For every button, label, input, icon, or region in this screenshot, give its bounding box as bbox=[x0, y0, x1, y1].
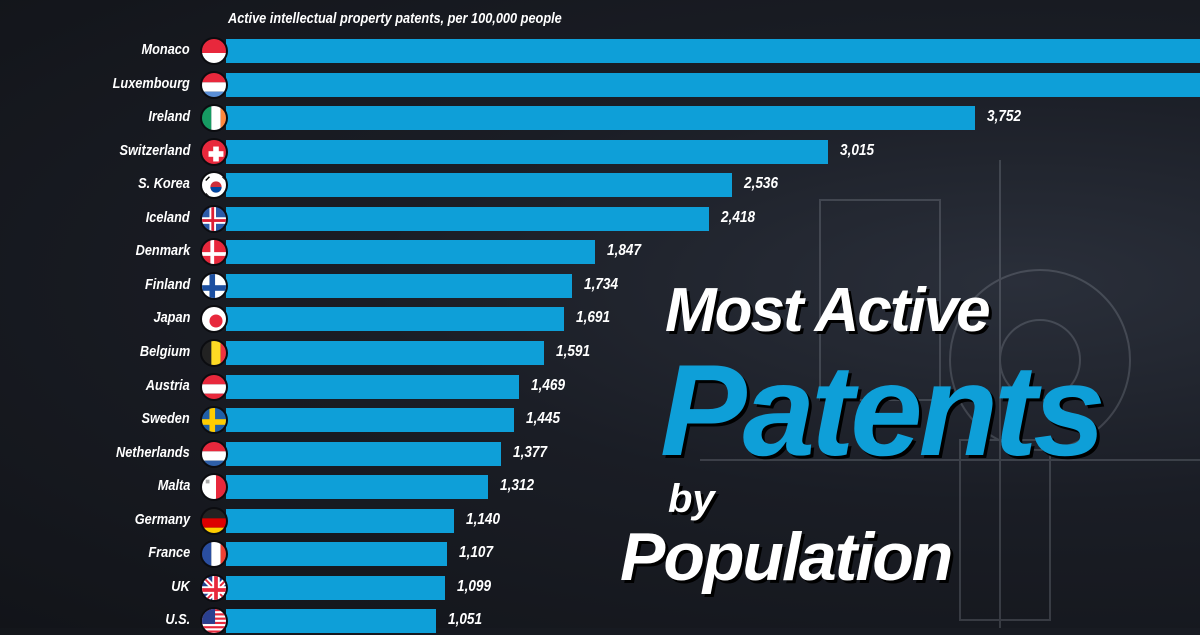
category-label: S. Korea bbox=[138, 175, 190, 193]
value-label: 1,099 bbox=[457, 577, 492, 595]
bar-row: Denmark 1,847 bbox=[0, 238, 1200, 267]
value-label: 1,312 bbox=[499, 477, 534, 495]
value-label: 3,015 bbox=[839, 141, 874, 159]
bar-row: Monaco bbox=[0, 37, 1200, 65]
bar bbox=[226, 374, 520, 399]
title-by: by bbox=[668, 477, 715, 521]
bar bbox=[226, 542, 447, 567]
bar bbox=[226, 441, 501, 466]
flag-icon bbox=[200, 372, 228, 401]
bar bbox=[226, 273, 573, 298]
flag-icon bbox=[200, 540, 228, 569]
bar-row: UK 1,099 bbox=[0, 573, 1200, 602]
title-population: Population bbox=[620, 519, 953, 595]
bar-row: Luxembourg bbox=[0, 70, 1200, 99]
flag-icon bbox=[200, 406, 228, 435]
category-label: Monaco bbox=[141, 41, 190, 58]
value-label: 1,847 bbox=[606, 242, 641, 260]
flag-icon bbox=[200, 238, 228, 267]
value-label: 1,051 bbox=[447, 611, 482, 629]
bar bbox=[226, 173, 733, 198]
bar bbox=[226, 307, 564, 332]
value-label: 1,469 bbox=[531, 376, 566, 394]
value-label: 1,107 bbox=[458, 544, 493, 562]
flag-icon bbox=[200, 473, 228, 502]
flag-icon bbox=[200, 271, 228, 300]
category-label: UK bbox=[171, 577, 190, 595]
chart-subtitle: Active intellectual property patents, pe… bbox=[228, 10, 562, 27]
value-label: 3,752 bbox=[986, 108, 1021, 126]
bar-row: Germany 1,140 bbox=[0, 506, 1200, 535]
bar-row: U.S. 1,051 bbox=[0, 607, 1200, 635]
bar-row: Netherlands 1,377 bbox=[0, 439, 1200, 468]
flag-icon bbox=[200, 37, 228, 65]
bar bbox=[226, 508, 454, 533]
value-label: 1,140 bbox=[465, 510, 500, 528]
category-label: Japan bbox=[153, 309, 190, 327]
category-label: Switzerland bbox=[119, 141, 190, 159]
category-label: Luxembourg bbox=[112, 74, 190, 92]
category-label: Netherlands bbox=[116, 443, 190, 461]
flag-icon bbox=[200, 338, 228, 367]
category-label: Germany bbox=[134, 510, 190, 528]
bar bbox=[226, 408, 515, 433]
flag-icon bbox=[200, 573, 228, 602]
value-label: 2,536 bbox=[744, 175, 779, 193]
bar bbox=[226, 475, 488, 500]
flag-icon bbox=[200, 104, 228, 133]
flag-icon bbox=[200, 171, 228, 200]
bar bbox=[226, 72, 1200, 97]
blueprint-background bbox=[700, 160, 1200, 628]
category-label: Malta bbox=[157, 477, 190, 495]
bar bbox=[226, 609, 436, 634]
category-label: Austria bbox=[146, 376, 190, 394]
bar bbox=[226, 575, 446, 600]
value-label: 1,691 bbox=[575, 309, 610, 327]
category-label: Belgium bbox=[139, 342, 190, 360]
bar-row: France 1,107 bbox=[0, 540, 1200, 569]
value-label: 1,377 bbox=[512, 443, 547, 461]
bar-row: Sweden 1,445 bbox=[0, 406, 1200, 435]
bar-row: Finland 1,734 bbox=[0, 271, 1200, 300]
bar-row: Switzerland 3,015 bbox=[0, 137, 1200, 166]
value-label: 1,734 bbox=[584, 275, 619, 293]
bar-row: Malta 1,312 bbox=[0, 473, 1200, 502]
flag-icon bbox=[200, 305, 228, 334]
category-label: U.S. bbox=[165, 611, 190, 629]
category-label: Iceland bbox=[146, 208, 190, 226]
bar-row: Iceland 2,418 bbox=[0, 204, 1200, 233]
bar-row: Austria 1,469 bbox=[0, 372, 1200, 401]
flag-icon bbox=[200, 506, 228, 535]
bar-row: Belgium 1,591 bbox=[0, 338, 1200, 367]
category-label: Denmark bbox=[135, 242, 190, 260]
bar-row: Japan 1,691 bbox=[0, 305, 1200, 334]
flag-icon bbox=[200, 70, 228, 99]
category-label: Finland bbox=[144, 275, 190, 293]
flag-icon bbox=[200, 204, 228, 233]
bar bbox=[226, 139, 828, 164]
bar bbox=[226, 206, 709, 231]
bar-row: S. Korea 2,536 bbox=[0, 171, 1200, 200]
category-label: Ireland bbox=[148, 108, 190, 126]
bar bbox=[226, 106, 975, 131]
flag-icon bbox=[200, 137, 228, 166]
bar-row: Ireland 3,752 bbox=[0, 104, 1200, 133]
bar bbox=[226, 39, 1200, 63]
value-label: 2,418 bbox=[720, 208, 755, 226]
value-label: 1,591 bbox=[555, 342, 590, 360]
category-label: Sweden bbox=[141, 410, 190, 428]
category-label: France bbox=[148, 544, 190, 562]
flag-icon bbox=[200, 607, 228, 635]
flag-icon bbox=[200, 439, 228, 468]
bar bbox=[226, 240, 595, 265]
value-label: 1,445 bbox=[526, 410, 561, 428]
title-most-active: Most Active bbox=[665, 276, 991, 345]
bar bbox=[226, 340, 544, 365]
title-patents: Patents bbox=[660, 337, 1106, 483]
